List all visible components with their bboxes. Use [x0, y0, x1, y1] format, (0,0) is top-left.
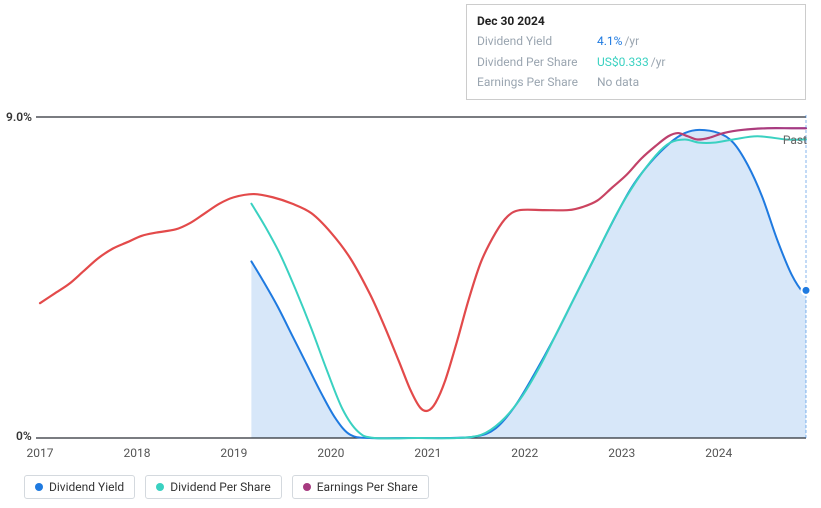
xaxis-year-label: 2017	[27, 446, 54, 460]
tooltip-row-label: Dividend Yield	[477, 31, 597, 51]
xaxis-year-label: 2024	[705, 446, 732, 460]
legend-item-eps[interactable]: Earnings Per Share	[292, 475, 429, 499]
legend-item-yield[interactable]: Dividend Yield	[24, 475, 135, 499]
tooltip-row: Dividend Yield4.1% /yr	[477, 31, 795, 51]
tooltip-row-value: US$0.333	[597, 52, 649, 72]
yaxis-min-label: 0%	[16, 429, 32, 443]
tooltip-row-label: Dividend Per Share	[477, 52, 597, 72]
tooltip-row-unit: /yr	[651, 52, 666, 72]
dividend-chart: 9.0% 0% 2017 2018 2019 2020 2021 2022 2023 2024…	[0, 0, 821, 508]
tooltip-row-value: No data	[597, 72, 639, 92]
xaxis-year-label: 2020	[317, 446, 344, 460]
xaxis-year-label: 2019	[220, 446, 247, 460]
legend-item-dps[interactable]: Dividend Per Share	[145, 475, 282, 499]
legend-label: Dividend Yield	[49, 480, 124, 494]
past-label: Past	[783, 133, 807, 147]
xaxis-year-label: 2018	[123, 446, 150, 460]
legend-dot-icon	[156, 483, 164, 491]
legend-dot-icon	[303, 483, 311, 491]
legend-label: Dividend Per Share	[170, 480, 271, 494]
tooltip-row: Dividend Per ShareUS$0.333 /yr	[477, 52, 795, 72]
xaxis-year-label: 2021	[414, 446, 441, 460]
yaxis-max-label: 9.0%	[6, 110, 32, 124]
xaxis-year-label: 2023	[608, 446, 635, 460]
legend-dot-icon	[35, 483, 43, 491]
tooltip-row-label: Earnings Per Share	[477, 72, 597, 92]
tooltip-row: Earnings Per ShareNo data	[477, 72, 795, 92]
chart-tooltip: Dec 30 2024 Dividend Yield4.1% /yrDivide…	[466, 4, 806, 100]
xaxis-year-label: 2022	[511, 446, 538, 460]
tooltip-row-unit: /yr	[624, 31, 639, 51]
tooltip-date: Dec 30 2024	[477, 11, 795, 31]
tooltip-row-value: 4.1%	[597, 31, 622, 51]
chart-legend: Dividend Yield Dividend Per Share Earnin…	[24, 475, 429, 499]
legend-label: Earnings Per Share	[317, 480, 418, 494]
